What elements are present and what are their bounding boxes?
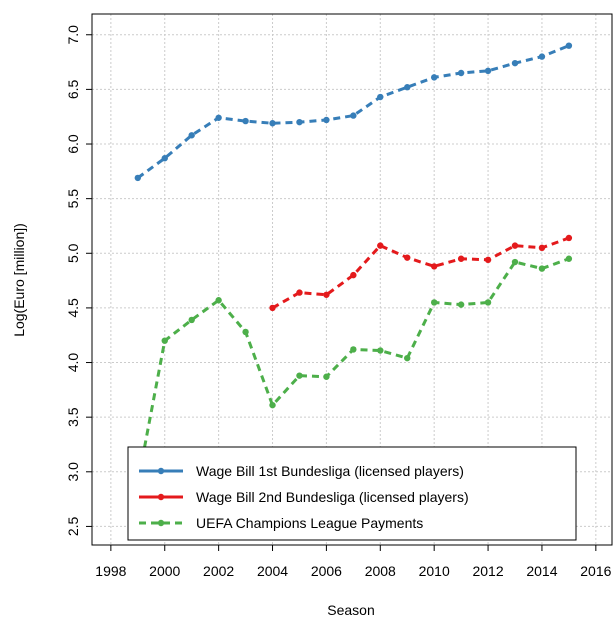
legend-point	[157, 519, 165, 527]
data-point	[377, 242, 384, 249]
data-point	[404, 84, 411, 91]
data-point	[430, 74, 438, 81]
data-point	[511, 258, 519, 266]
data-point	[296, 289, 303, 296]
data-point	[404, 254, 411, 261]
x-tick-label: 2012	[472, 563, 503, 579]
data-point	[215, 114, 222, 121]
x-tick-label: 2000	[149, 563, 180, 579]
data-point	[404, 354, 411, 362]
y-tick-label: 5.0	[65, 243, 81, 263]
data-point	[215, 297, 222, 304]
legend-point	[157, 493, 165, 501]
data-point	[538, 265, 546, 272]
legend: Wage Bill 1st Bundesliga (licensed playe…	[127, 446, 577, 541]
data-point	[538, 53, 546, 60]
data-point	[484, 299, 492, 306]
data-point	[188, 316, 195, 324]
x-tick-label: 2004	[257, 563, 288, 579]
x-tick-label: 2010	[419, 563, 450, 579]
data-point	[484, 256, 492, 264]
y-tick-label: 2.5	[65, 516, 81, 536]
x-tick-label: 1998	[95, 563, 126, 579]
y-tick-label: 3.0	[65, 462, 81, 482]
plot-frame	[91, 13, 613, 546]
x-tick-label: 2016	[580, 563, 611, 579]
y-tick-label: 4.0	[65, 353, 81, 373]
data-point	[323, 116, 330, 124]
data-point	[511, 59, 519, 67]
y-tick-label: 4.5	[65, 298, 81, 318]
y-tick-label: 6.0	[65, 134, 81, 154]
data-point	[457, 69, 465, 77]
x-tick-label: 2002	[203, 563, 234, 579]
data-point	[565, 255, 573, 262]
data-point	[269, 304, 276, 312]
data-point	[457, 301, 465, 308]
data-point	[565, 234, 573, 242]
data-point	[296, 118, 303, 126]
data-point	[377, 93, 384, 101]
legend-label: UEFA Champions League Payments	[196, 515, 423, 531]
data-point	[484, 67, 492, 75]
legend-box	[127, 446, 577, 541]
data-point	[269, 120, 276, 127]
y-tick-label: 5.5	[65, 189, 81, 209]
data-point	[538, 244, 546, 252]
data-point	[350, 271, 357, 279]
x-tick-label: 2006	[311, 563, 342, 579]
series-line	[136, 44, 570, 180]
y-tick-label: 3.5	[65, 407, 81, 427]
data-point	[430, 263, 438, 270]
legend-point	[157, 467, 165, 475]
data-point	[161, 155, 168, 162]
y-tick-label: 6.5	[65, 79, 81, 99]
data-point	[296, 372, 303, 379]
data-point	[511, 242, 519, 249]
data-point	[323, 291, 330, 298]
y-tick-label: 7.0	[65, 25, 81, 45]
y-axis-label: Log(Euro [million])	[11, 223, 27, 337]
legend-label: Wage Bill 1st Bundesliga (licensed playe…	[196, 463, 464, 479]
data-point	[377, 347, 384, 354]
data-point	[269, 401, 276, 409]
x-axis-label: Season	[327, 602, 374, 618]
series-line	[271, 236, 570, 310]
x-tick-label: 2014	[526, 563, 557, 579]
data-point	[242, 328, 249, 336]
data-point	[457, 255, 465, 262]
data-point	[161, 337, 168, 344]
data-point	[565, 42, 573, 49]
data-point	[350, 112, 357, 119]
data-point	[134, 174, 142, 182]
data-point	[323, 373, 330, 380]
x-tick-label: 2008	[365, 563, 396, 579]
data-point	[188, 132, 195, 139]
data-point	[350, 346, 357, 353]
data-point	[430, 299, 438, 306]
legend-label: Wage Bill 2nd Bundesliga (licensed playe…	[196, 489, 469, 505]
data-point	[242, 117, 249, 125]
